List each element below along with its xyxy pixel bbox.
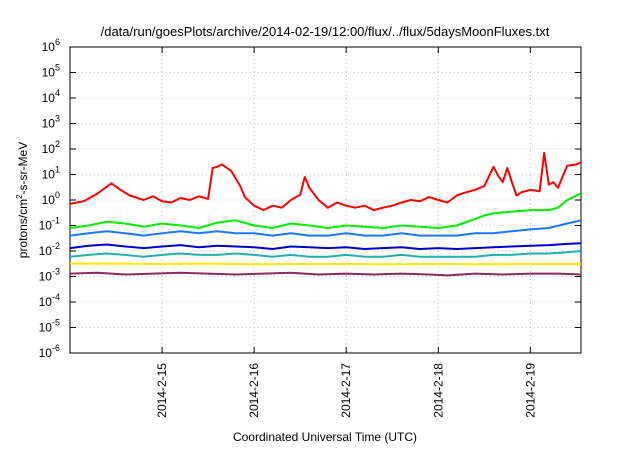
series-line (69, 250, 582, 258)
y-tick-label: 106 (42, 37, 60, 54)
series-line (70, 262, 581, 266)
y-tick-label: 10-3 (39, 267, 60, 284)
series-line (69, 151, 582, 212)
y-tick-label: 10-5 (39, 318, 60, 335)
y-axis-label-sup: 2 (15, 194, 24, 199)
series-line (69, 242, 582, 250)
x-tick-label: 2014-2-17 (339, 363, 353, 418)
y-axis-label: protons/cm2-s-sr-MeV (15, 142, 30, 258)
x-axis-ticks: 2014-2-15 2014-2-16 2014-2-17 2014-2-18 2014… (155, 47, 537, 418)
y-axis-ticks: 10-6 10-5 10-4 10-3 10-2 10-1 100 101 102 103 104 1… (39, 37, 581, 360)
y-tick-label: 100 (42, 190, 60, 207)
series-layer (69, 151, 582, 277)
x-tick-label: 2014-2-19 (523, 363, 537, 418)
x-tick-label: 2014-2-18 (431, 363, 445, 418)
x-tick-label: 2014-2-16 (247, 363, 261, 418)
y-tick-label: 105 (42, 63, 60, 80)
x-axis-label: Coordinated Universal Time (UTC) (233, 430, 417, 444)
y-axis-label-main: protons/cm (16, 199, 30, 258)
y-tick-label: 103 (42, 114, 60, 131)
x-tick-label: 2014-2-15 (155, 363, 169, 418)
y-tick-label: 10-1 (39, 216, 60, 233)
series-line (69, 219, 582, 237)
y-tick-label: 10-2 (39, 241, 60, 258)
y-axis-label-rest: -s-sr-MeV (16, 142, 30, 195)
chart-title: /data/run/goesPlots/archive/2014-02-19/1… (101, 24, 550, 39)
grid-lines (70, 47, 581, 353)
y-tick-label: 10-6 (39, 343, 60, 360)
y-tick-label: 102 (42, 139, 60, 156)
y-tick-label: 104 (42, 88, 60, 105)
series-line (69, 271, 582, 277)
series-line (69, 192, 582, 229)
y-tick-label: 101 (42, 165, 60, 182)
y-tick-label: 10-4 (39, 292, 60, 309)
